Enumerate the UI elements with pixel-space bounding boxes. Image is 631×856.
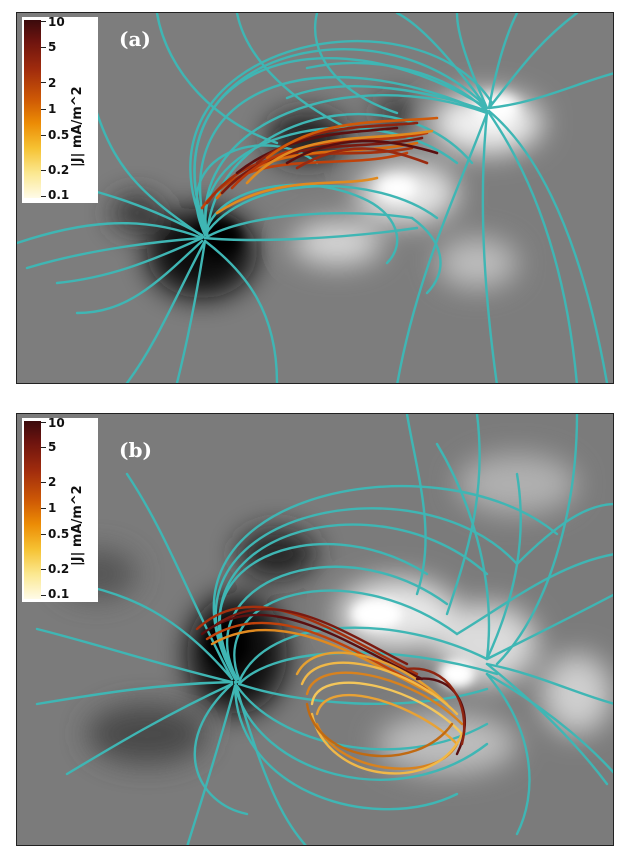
colorbar-tick: 2	[48, 475, 57, 489]
colorbar-tick: 10	[48, 416, 65, 430]
colorbar-tick: 0.5	[48, 527, 70, 541]
colorbar-tick: 1	[48, 102, 57, 116]
magnetogram-image-a	[17, 13, 613, 383]
current-lines-b	[195, 605, 467, 775]
colorbar-tick: 0.1	[48, 587, 70, 601]
colorbar-tick: 2	[48, 76, 57, 90]
field-lines-a	[17, 13, 613, 383]
panel-label-a: (a)	[119, 27, 151, 51]
colorbar-tick: 5	[48, 440, 57, 454]
magnetogram-image-b	[17, 414, 613, 845]
colorbar-a: 10 5 2 1 0.5 0.2 0.1 |J| mA/m^2	[22, 15, 98, 203]
current-lines-a	[200, 116, 439, 215]
colorbar-b: 10 5 2 1 0.5 0.2 0.1 |J| mA/m^2	[22, 416, 98, 602]
colorbar-tick: 0.2	[48, 562, 70, 576]
colorbar-tick: 5	[48, 40, 57, 54]
colorbar-tick: 0.1	[48, 188, 70, 202]
colorbar-gradient	[24, 20, 41, 198]
panel-b: 10 5 2 1 0.5 0.2 0.1 |J| mA/m^2 (b)	[16, 413, 614, 846]
colorbar-tick: 0.2	[48, 163, 70, 177]
colorbar-title: |J| mA/m^2	[70, 485, 85, 566]
colorbar-tick: 0.5	[48, 128, 70, 142]
colorbar-title: |J| mA/m^2	[70, 86, 85, 167]
panel-label-b: (b)	[119, 438, 152, 462]
colorbar-tick: 10	[48, 15, 65, 29]
colorbar-tick: 1	[48, 501, 57, 515]
panel-a: 10 5 2 1 0.5 0.2 0.1 |J| mA/m^2 (a)	[16, 12, 614, 384]
colorbar-gradient	[24, 421, 41, 599]
